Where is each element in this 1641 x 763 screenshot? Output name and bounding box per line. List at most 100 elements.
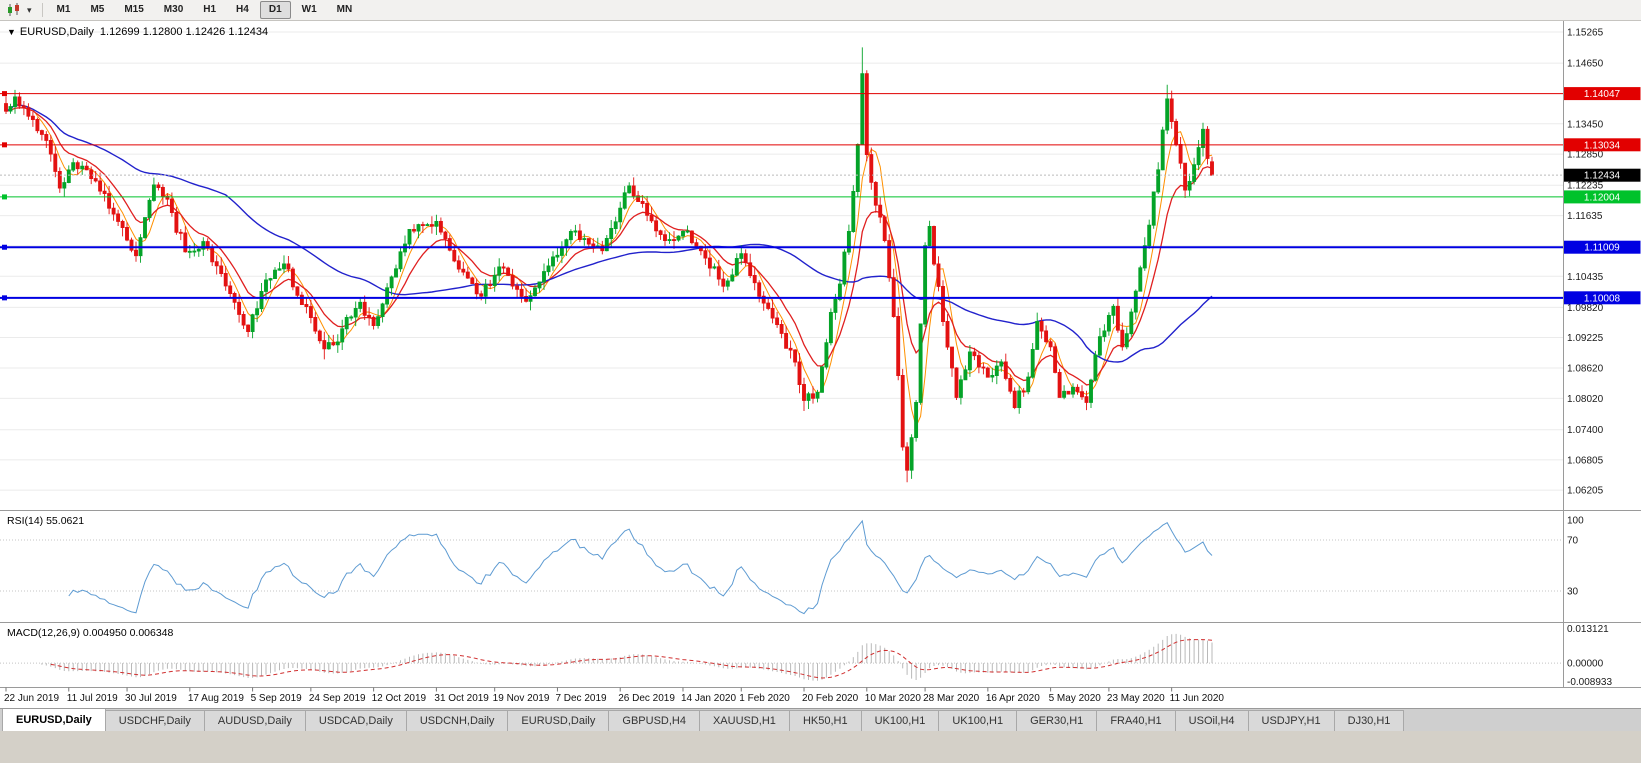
horizontal-level-line[interactable] <box>0 244 1563 250</box>
svg-text:1.12850: 1.12850 <box>1567 150 1604 161</box>
svg-text:12 Oct 2019: 12 Oct 2019 <box>372 693 427 704</box>
svg-text:1 Feb 2020: 1 Feb 2020 <box>739 693 790 704</box>
price-chart-svg[interactable]: 1.15265 1.14650 1.13450 1.12850 1.12235 1.116… <box>0 21 1641 708</box>
chart-tab-uk100-h1[interactable]: UK100,H1 <box>860 710 940 731</box>
chart-tab-usdjpy-h1[interactable]: USDJPY,H1 <box>1247 710 1335 731</box>
price-tag: 1.12004 <box>1563 190 1641 204</box>
chart-tab-eurusd-daily[interactable]: EURUSD,Daily <box>2 709 106 731</box>
svg-text:26 Dec 2019: 26 Dec 2019 <box>618 693 675 704</box>
price-tag: 1.11009 <box>1563 240 1641 254</box>
svg-text:19 Nov 2019: 19 Nov 2019 <box>493 693 550 704</box>
svg-text:20 Feb 2020: 20 Feb 2020 <box>802 693 859 704</box>
svg-text:5 May 2020: 5 May 2020 <box>1049 693 1102 704</box>
svg-text:1.08020: 1.08020 <box>1567 394 1604 405</box>
svg-text:1.07400: 1.07400 <box>1567 425 1604 436</box>
line-anchor-marker[interactable] <box>2 91 7 97</box>
svg-text:16 Apr 2020: 16 Apr 2020 <box>986 693 1040 704</box>
timeframe-button-m1[interactable]: M1 <box>56 4 71 15</box>
chart-window[interactable]: 1.15265 1.14650 1.13450 1.12850 1.12235 1.116… <box>0 21 1641 708</box>
timeframe-button-mn[interactable]: MN <box>336 4 353 15</box>
rsi-panel: 100 70 30 <box>0 516 1584 615</box>
svg-text:100: 100 <box>1567 516 1584 527</box>
price-tag: 1.14047 <box>1563 87 1641 101</box>
svg-text:1.09820: 1.09820 <box>1567 303 1604 314</box>
price-tag: 1.12434 <box>1563 168 1641 182</box>
svg-text:23 May 2020: 23 May 2020 <box>1107 693 1165 704</box>
svg-text:1.12235: 1.12235 <box>1567 181 1604 192</box>
horizontal-level-line[interactable] <box>0 91 1563 97</box>
timeframe-button-h1[interactable]: H1 <box>203 4 217 15</box>
line-anchor-marker[interactable] <box>2 142 7 148</box>
macd-indicator-header: MACD(12,26,9) 0.004950 0.006348 <box>7 627 174 639</box>
timeframe-button-m5[interactable]: M5 <box>90 4 105 15</box>
horizontal-level-line[interactable] <box>0 194 1563 200</box>
line-anchor-marker[interactable] <box>2 244 7 250</box>
toolbar-separator <box>41 3 43 17</box>
svg-text:10 Mar 2020: 10 Mar 2020 <box>865 693 922 704</box>
svg-text:14 Jan 2020: 14 Jan 2020 <box>681 693 736 704</box>
ma-fast-line <box>5 104 1213 429</box>
svg-text:1.10008: 1.10008 <box>1584 293 1621 304</box>
svg-text:1.06805: 1.06805 <box>1567 455 1604 466</box>
chart-title: ▼ EURUSD,Daily 1.12699 1.12800 1.12426 1.1… <box>7 26 268 38</box>
line-anchor-marker[interactable] <box>2 295 7 301</box>
svg-text:-0.008933: -0.008933 <box>1567 677 1612 688</box>
chart-tab-xauusd-h1[interactable]: XAUUSD,H1 <box>698 710 790 731</box>
up-candles <box>8 47 1205 479</box>
candlestick-chart-icon[interactable] <box>3 2 25 19</box>
chart-tab-usoil-h4[interactable]: USOil,H4 <box>1174 710 1249 731</box>
macd-histogram <box>41 633 1213 681</box>
svg-text:1.11635: 1.11635 <box>1567 211 1603 222</box>
macd-panel: 0.013121 0.00000 -0.008933 <box>0 624 1612 688</box>
timeframe-button-m30[interactable]: M30 <box>163 4 184 15</box>
svg-text:28 Mar 2020: 28 Mar 2020 <box>923 693 980 704</box>
chart-tab-gbpusd-h4[interactable]: GBPUSD,H4 <box>608 710 700 731</box>
horizontal-level-line[interactable] <box>0 295 1563 301</box>
chart-tab-ger30-h1[interactable]: GER30,H1 <box>1016 710 1098 731</box>
chart-tab-usdcnh-daily[interactable]: USDCNH,Daily <box>405 710 509 731</box>
status-bar <box>0 731 1641 763</box>
svg-text:1.14650: 1.14650 <box>1567 59 1604 70</box>
svg-text:1.10435: 1.10435 <box>1567 272 1604 283</box>
chart-ohlc-values: 1.12699 1.12800 1.12426 1.12434 <box>99 26 269 38</box>
timeframe-button-h4[interactable]: H4 <box>236 4 249 15</box>
svg-text:0.00000: 0.00000 <box>1567 659 1604 670</box>
svg-text:1.15265: 1.15265 <box>1567 28 1604 39</box>
timeframe-button-m15[interactable]: M15 <box>124 4 144 15</box>
svg-text:30: 30 <box>1567 587 1579 598</box>
svg-text:1.11009: 1.11009 <box>1584 243 1620 254</box>
price-tag: 1.13034 <box>1563 138 1641 152</box>
svg-text:22 Jun 2019: 22 Jun 2019 <box>4 693 59 704</box>
horizontal-level-line[interactable] <box>0 142 1563 148</box>
svg-text:5 Sep 2019: 5 Sep 2019 <box>251 693 303 704</box>
price-gridlines: 1.15265 1.14650 1.13450 1.12850 1.12235 1.116… <box>0 28 1604 497</box>
symbol-dropdown-icon[interactable]: ▼ <box>7 27 16 37</box>
chart-tab-usdchf-daily[interactable]: USDCHF,Daily <box>104 710 205 731</box>
time-axis-labels: 22 Jun 2019 11 Jul 2019 30 Jul 2019 17 Aug … <box>4 687 1225 704</box>
svg-text:1.09225: 1.09225 <box>1567 333 1604 344</box>
chart-tab-uk100-h1[interactable]: UK100,H1 <box>938 710 1018 731</box>
ma-mid-line <box>5 107 1213 386</box>
svg-text:31 Oct 2019: 31 Oct 2019 <box>434 693 489 704</box>
rsi-indicator-header: RSI(14) 55.0621 <box>7 515 85 527</box>
rsi-line <box>68 519 1213 615</box>
svg-text:1.13034: 1.13034 <box>1584 140 1621 151</box>
chart-tab-bar: EURUSD,Daily USDCHF,Daily AUDUSD,Daily USDC… <box>0 708 1641 731</box>
svg-text:11 Jul 2019: 11 Jul 2019 <box>67 693 118 704</box>
chart-type-dropdown-caret-icon[interactable]: ▾ <box>27 4 32 15</box>
chart-tab-eurusd-daily[interactable]: EURUSD,Daily <box>507 710 610 731</box>
chart-tab-usdcad-daily[interactable]: USDCAD,Daily <box>304 710 407 731</box>
line-anchor-marker[interactable] <box>2 194 7 200</box>
svg-text:11 Jun 2020: 11 Jun 2020 <box>1170 693 1225 704</box>
chart-tab-audusd-daily[interactable]: AUDUSD,Daily <box>203 710 306 731</box>
chart-tab-fra40-h1[interactable]: FRA40,H1 <box>1096 710 1176 731</box>
svg-text:1.12434: 1.12434 <box>1584 171 1621 182</box>
candlestick-chart-icon-glyph <box>8 3 19 16</box>
ma-slow-line <box>5 104 1213 363</box>
svg-text:70: 70 <box>1567 536 1579 547</box>
chart-tab-hk50-h1[interactable]: HK50,H1 <box>788 710 862 731</box>
chart-tab-dj30-h1[interactable]: DJ30,H1 <box>1333 710 1405 731</box>
timeframe-button-d1[interactable]: D1 <box>259 1 291 19</box>
timeframe-button-group: M1 M5 M15 M30 H1 H4 D1 W1 MN <box>47 1 363 19</box>
timeframe-button-w1[interactable]: W1 <box>301 4 317 15</box>
